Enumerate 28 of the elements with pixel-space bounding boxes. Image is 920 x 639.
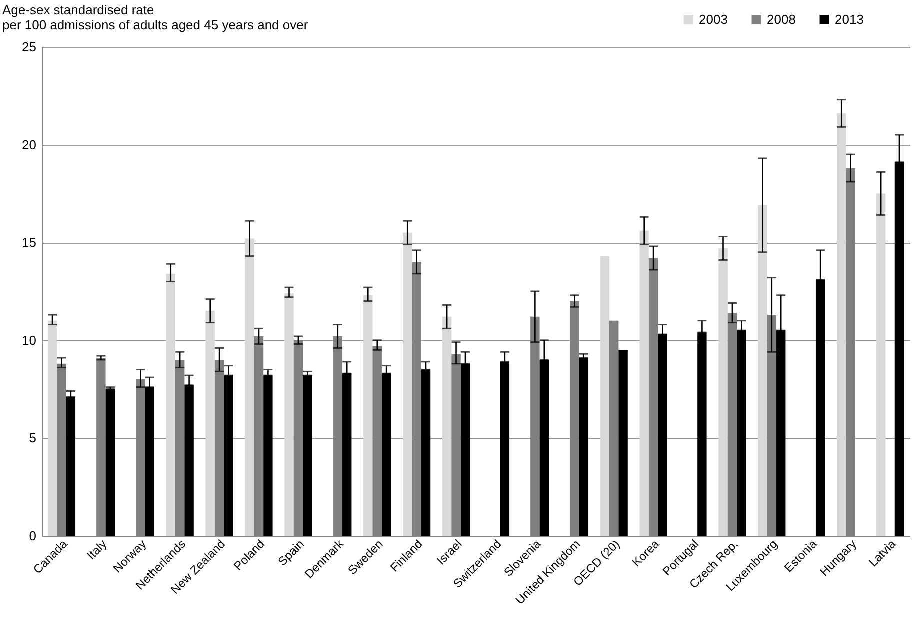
bar <box>579 358 588 536</box>
y-tick-label: 25 <box>22 40 36 54</box>
y-tick-label: 20 <box>22 137 36 152</box>
bar <box>442 316 452 536</box>
bar <box>403 232 412 536</box>
legend-label: 2003 <box>699 12 728 27</box>
bar <box>640 230 649 536</box>
bar <box>166 274 176 536</box>
bar <box>758 205 768 536</box>
bar <box>245 238 254 536</box>
legend-label: 2013 <box>835 12 864 27</box>
y-tick-label: 10 <box>22 332 36 348</box>
bar <box>48 320 58 536</box>
bar <box>600 256 610 536</box>
bar <box>364 295 373 536</box>
y-tick-label: 15 <box>22 235 36 250</box>
y-tick-label: 5 <box>29 430 36 446</box>
bar <box>303 376 312 536</box>
bar <box>837 114 846 536</box>
bar <box>618 350 628 536</box>
y-tick-label: 0 <box>29 528 36 544</box>
bar <box>284 293 294 536</box>
legend-label: 2008 <box>767 12 796 27</box>
bar <box>876 194 886 536</box>
bar <box>718 248 728 536</box>
x-tick-label: Italy <box>84 537 110 563</box>
y-axis-title: Age-sex standardised rate per 100 admissions of adults aged 45 years and over <box>2 2 309 32</box>
bar <box>206 311 215 536</box>
